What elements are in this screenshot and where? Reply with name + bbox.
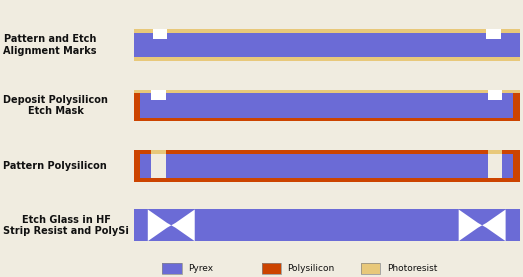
FancyBboxPatch shape	[134, 89, 520, 121]
FancyBboxPatch shape	[134, 32, 520, 57]
FancyBboxPatch shape	[134, 89, 520, 93]
FancyBboxPatch shape	[360, 263, 380, 274]
FancyBboxPatch shape	[262, 263, 281, 274]
Text: Pyrex: Pyrex	[188, 264, 213, 273]
Text: Etch Glass in HF
Strip Resist and PolySi: Etch Glass in HF Strip Resist and PolySi	[3, 214, 129, 236]
FancyBboxPatch shape	[151, 150, 166, 154]
FancyBboxPatch shape	[134, 29, 520, 61]
Text: Polysilicon: Polysilicon	[288, 264, 335, 273]
FancyBboxPatch shape	[151, 89, 166, 100]
FancyBboxPatch shape	[151, 154, 166, 178]
FancyBboxPatch shape	[134, 150, 520, 154]
FancyBboxPatch shape	[486, 29, 501, 39]
Text: Pattern and Etch
Alignment Marks: Pattern and Etch Alignment Marks	[3, 34, 97, 56]
FancyBboxPatch shape	[487, 89, 502, 100]
Text: Photoresist: Photoresist	[386, 264, 437, 273]
FancyBboxPatch shape	[141, 154, 513, 178]
Text: Pattern Polysilicon: Pattern Polysilicon	[3, 161, 107, 171]
FancyBboxPatch shape	[134, 209, 520, 241]
FancyBboxPatch shape	[151, 147, 166, 161]
FancyBboxPatch shape	[153, 29, 167, 39]
FancyBboxPatch shape	[487, 150, 502, 154]
Polygon shape	[148, 209, 195, 241]
FancyBboxPatch shape	[163, 263, 182, 274]
FancyBboxPatch shape	[134, 150, 520, 182]
Text: Deposit Polysilicon
Etch Mask: Deposit Polysilicon Etch Mask	[3, 95, 108, 116]
FancyBboxPatch shape	[487, 154, 502, 178]
FancyBboxPatch shape	[487, 147, 502, 161]
FancyBboxPatch shape	[141, 93, 513, 118]
Polygon shape	[459, 209, 506, 241]
